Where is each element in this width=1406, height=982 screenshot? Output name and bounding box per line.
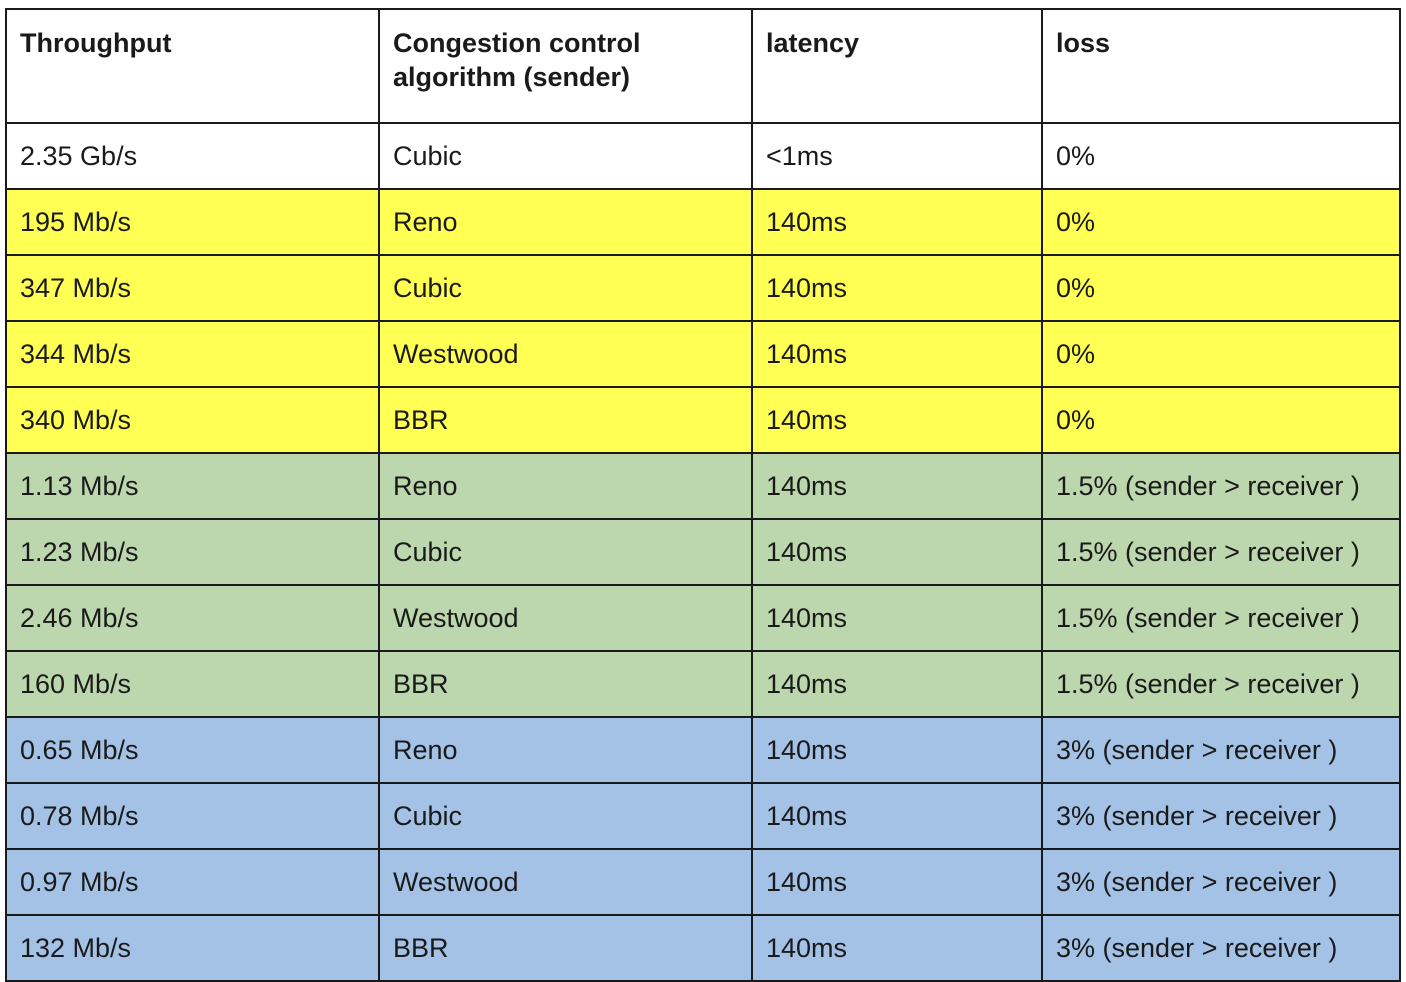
- cell-latency: 140ms: [751, 584, 1043, 652]
- cell-latency: <1ms: [751, 122, 1043, 190]
- header-latency-label: latency: [766, 28, 860, 58]
- cell-latency: 140ms: [751, 518, 1043, 586]
- cell-loss: 0%: [1041, 254, 1401, 322]
- cell-algorithm: BBR: [378, 650, 753, 718]
- cell-loss: 0%: [1041, 386, 1401, 454]
- cell-loss: 1.5% (sender > receiver ): [1041, 518, 1401, 586]
- header-throughput-label: Throughput: [20, 28, 172, 58]
- cell-algorithm: Westwood: [378, 584, 753, 652]
- cell-throughput: 0.65 Mb/s: [5, 716, 380, 784]
- cell-algorithm: BBR: [378, 386, 753, 454]
- table-row: 0.65 Mb/s Reno 140ms 3% (sender > receiv…: [5, 716, 1401, 784]
- cell-throughput: 0.97 Mb/s: [5, 848, 380, 916]
- cell-algorithm: BBR: [378, 914, 753, 982]
- cell-throughput: 2.35 Gb/s: [5, 122, 380, 190]
- cell-algorithm: Cubic: [378, 518, 753, 586]
- cell-latency: 140ms: [751, 914, 1043, 982]
- table-row: 2.46 Mb/s Westwood 140ms 1.5% (sender > …: [5, 584, 1401, 652]
- cell-throughput: 1.13 Mb/s: [5, 452, 380, 520]
- header-algorithm-line1: Congestion control: [393, 28, 641, 58]
- cell-latency: 140ms: [751, 320, 1043, 388]
- cell-latency: 140ms: [751, 254, 1043, 322]
- cell-algorithm: Cubic: [378, 254, 753, 322]
- header-algorithm-line2: algorithm (sender): [393, 62, 631, 92]
- table-row: 132 Mb/s BBR 140ms 3% (sender > receiver…: [5, 914, 1401, 982]
- cell-latency: 140ms: [751, 452, 1043, 520]
- cell-loss: 1.5% (sender > receiver ): [1041, 650, 1401, 718]
- header-row: Throughput Congestion control algorithm …: [5, 8, 1401, 124]
- cell-loss: 0%: [1041, 122, 1401, 190]
- cell-loss: 1.5% (sender > receiver ): [1041, 584, 1401, 652]
- cell-throughput: 347 Mb/s: [5, 254, 380, 322]
- table-row: 195 Mb/s Reno 140ms 0%: [5, 188, 1401, 256]
- cell-latency: 140ms: [751, 188, 1043, 256]
- table-body: 2.35 Gb/s Cubic <1ms 0% 195 Mb/s Reno 14…: [5, 122, 1401, 982]
- cell-algorithm: Westwood: [378, 320, 753, 388]
- cell-latency: 140ms: [751, 386, 1043, 454]
- cell-algorithm: Reno: [378, 188, 753, 256]
- cell-throughput: 1.23 Mb/s: [5, 518, 380, 586]
- header-loss-label: loss: [1056, 28, 1111, 58]
- cell-loss: 3% (sender > receiver ): [1041, 848, 1401, 916]
- table-row: 344 Mb/s Westwood 140ms 0%: [5, 320, 1401, 388]
- table-row: 1.13 Mb/s Reno 140ms 1.5% (sender > rece…: [5, 452, 1401, 520]
- cell-loss: 3% (sender > receiver ): [1041, 914, 1401, 982]
- cell-loss: 3% (sender > receiver ): [1041, 716, 1401, 784]
- header-algorithm: Congestion control algorithm (sender): [378, 8, 753, 124]
- cell-latency: 140ms: [751, 782, 1043, 850]
- cell-throughput: 195 Mb/s: [5, 188, 380, 256]
- table-row: 1.23 Mb/s Cubic 140ms 1.5% (sender > rec…: [5, 518, 1401, 586]
- table-row: 0.97 Mb/s Westwood 140ms 3% (sender > re…: [5, 848, 1401, 916]
- cell-algorithm: Reno: [378, 716, 753, 784]
- cell-throughput: 344 Mb/s: [5, 320, 380, 388]
- cell-latency: 140ms: [751, 848, 1043, 916]
- table-row: 340 Mb/s BBR 140ms 0%: [5, 386, 1401, 454]
- cell-algorithm: Westwood: [378, 848, 753, 916]
- cell-throughput: 2.46 Mb/s: [5, 584, 380, 652]
- table-row: 347 Mb/s Cubic 140ms 0%: [5, 254, 1401, 322]
- cell-loss: 3% (sender > receiver ): [1041, 782, 1401, 850]
- cell-loss: 1.5% (sender > receiver ): [1041, 452, 1401, 520]
- cell-loss: 0%: [1041, 320, 1401, 388]
- table-row: 0.78 Mb/s Cubic 140ms 3% (sender > recei…: [5, 782, 1401, 850]
- results-table: Throughput Congestion control algorithm …: [5, 8, 1401, 982]
- cell-throughput: 340 Mb/s: [5, 386, 380, 454]
- cell-algorithm: Cubic: [378, 782, 753, 850]
- cell-latency: 140ms: [751, 650, 1043, 718]
- header-latency: latency: [751, 8, 1043, 124]
- cell-algorithm: Reno: [378, 452, 753, 520]
- cell-latency: 140ms: [751, 716, 1043, 784]
- cell-throughput: 0.78 Mb/s: [5, 782, 380, 850]
- header-throughput: Throughput: [5, 8, 380, 124]
- table-row: 160 Mb/s BBR 140ms 1.5% (sender > receiv…: [5, 650, 1401, 718]
- cell-loss: 0%: [1041, 188, 1401, 256]
- cell-throughput: 160 Mb/s: [5, 650, 380, 718]
- header-loss: loss: [1041, 8, 1401, 124]
- cell-throughput: 132 Mb/s: [5, 914, 380, 982]
- table-row: 2.35 Gb/s Cubic <1ms 0%: [5, 122, 1401, 190]
- cell-algorithm: Cubic: [378, 122, 753, 190]
